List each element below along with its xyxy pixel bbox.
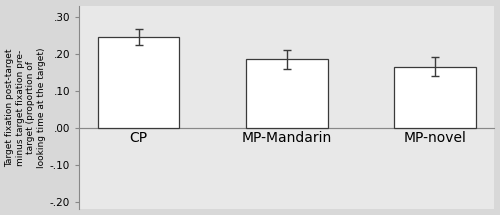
Bar — [394, 67, 475, 128]
Bar — [98, 37, 180, 128]
Y-axis label: Target fixation post-target
minus target fixation pre-
target (proportion of
loo: Target fixation post-target minus target… — [6, 47, 46, 168]
Bar — [246, 59, 328, 128]
